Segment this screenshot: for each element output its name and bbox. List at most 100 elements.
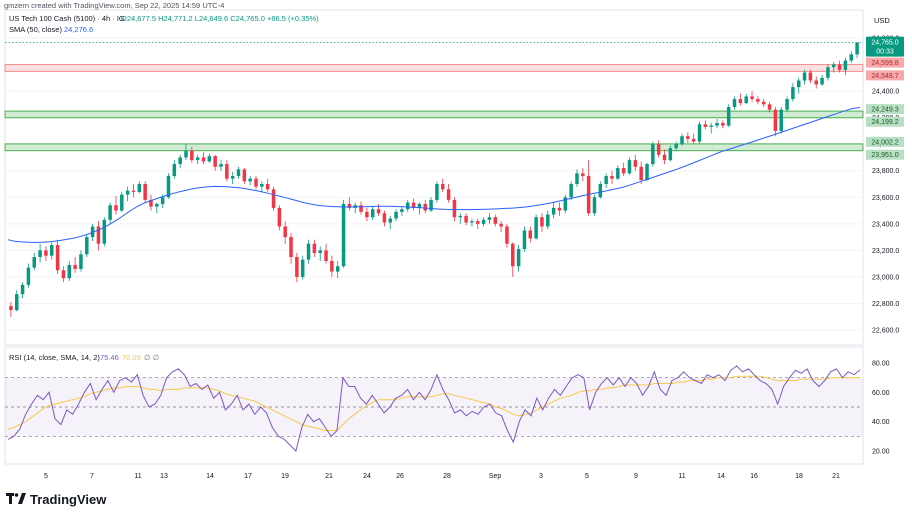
candle [230, 172, 235, 184]
candle [79, 250, 83, 272]
date-tick-label: 7 [90, 473, 94, 480]
candle [248, 176, 252, 186]
candle [365, 207, 369, 222]
zone-price-tag: 24,249.3 [871, 107, 898, 114]
candle [9, 302, 13, 317]
date-tick-label: 14 [206, 473, 214, 480]
candle [429, 197, 433, 212]
candle [38, 243, 42, 263]
currency-label[interactable]: USD [874, 16, 890, 25]
candle [814, 76, 818, 89]
candle [732, 96, 737, 110]
candle [820, 75, 824, 86]
created-by-text: gmzern created with TradingView.com, Sep… [4, 1, 225, 10]
candle [213, 154, 217, 171]
candle [61, 266, 66, 283]
candle [277, 205, 282, 231]
candle [837, 60, 842, 73]
candle [534, 214, 538, 240]
zone-price-tag-bg [866, 116, 904, 127]
candle [318, 246, 322, 261]
candle [464, 213, 468, 226]
rsi-axis[interactable]: 80.00 60.00 40.00 20.00 [872, 361, 890, 456]
candle [388, 215, 392, 230]
price-zone [4, 143, 864, 152]
candle [779, 107, 783, 134]
date-tick-label: 17 [244, 473, 252, 480]
candle [324, 243, 328, 264]
candle [15, 290, 19, 312]
candle [242, 168, 247, 184]
candle [370, 206, 375, 220]
candle [796, 77, 801, 94]
candle [785, 96, 789, 113]
tradingview-logo-icon [6, 492, 26, 507]
candle [458, 213, 463, 224]
rsi-legend-value: 75.46 [100, 353, 119, 362]
candle [446, 184, 451, 203]
date-tick-label: 11 [678, 473, 685, 480]
candle [271, 186, 276, 211]
candle [85, 234, 89, 257]
candle [645, 162, 649, 182]
candle [125, 186, 130, 202]
symbol-title[interactable]: US Tech 100 Cash (5100) · 4h · IG [9, 14, 125, 23]
candle [131, 184, 136, 198]
candle [802, 69, 807, 85]
ohlc-values: O24,677.5 H24,771.2 L24,649.6 C24,765.0 … [121, 14, 319, 23]
zone-price-tag: 24,002.2 [871, 139, 898, 146]
rsi-legend-label[interactable]: RSI (14, close, SMA, 14, 2) [9, 353, 100, 362]
sma-legend-label[interactable]: SMA (50, close) [9, 25, 62, 34]
candle [499, 221, 503, 232]
candle [511, 242, 515, 277]
candle [569, 181, 573, 200]
rsi-tick-label: 40.00 [872, 419, 890, 426]
candle [411, 198, 416, 211]
candle [680, 133, 684, 146]
date-tick-label: 9 [634, 473, 638, 480]
candle [108, 202, 112, 224]
date-tick-label: 13 [160, 473, 168, 480]
candle [341, 199, 346, 268]
candle [55, 239, 60, 275]
candle [849, 51, 853, 64]
candle [808, 69, 813, 84]
rsi-ma-line [7, 375, 861, 431]
candle [335, 260, 340, 279]
candle [400, 206, 404, 216]
zone-price-tag-bg [866, 136, 904, 147]
candle [826, 64, 830, 81]
date-tick-label: 21 [325, 473, 333, 480]
tradingview-logo[interactable]: TradingView [6, 492, 106, 507]
candle [312, 239, 317, 257]
time-axis[interactable]: 5 7 11 13 14 17 19 21 24 26 28 Sep 3 5 9 11 14 16 18 21 [44, 473, 840, 480]
chart-svg[interactable]: 24,800.024,600.024,400.024,200.024,000.0… [0, 0, 912, 492]
rsi-bands [5, 377, 863, 437]
price-tick-label: 23,800.0 [872, 168, 899, 175]
candle [347, 197, 352, 211]
rsi-tick-label: 80.00 [872, 361, 890, 368]
sma-legend-value: 24,276.6 [64, 25, 93, 34]
candle [639, 161, 643, 184]
grid-lines [5, 37, 863, 331]
candle [831, 61, 836, 73]
candle [143, 181, 147, 203]
rsi-extra-values: ∅ ∅ [144, 353, 160, 362]
candle [44, 246, 48, 261]
candle [102, 217, 107, 247]
price-tick-label: 23,600.0 [872, 195, 899, 202]
date-tick-label: 18 [795, 473, 803, 480]
candle [435, 181, 439, 203]
candle [50, 242, 54, 260]
price-pane[interactable] [4, 9, 864, 346]
candle [505, 223, 509, 248]
price-tick-label: 24,400.0 [872, 89, 899, 96]
candle [394, 209, 398, 222]
candle [225, 160, 229, 182]
candle [563, 194, 568, 214]
price-tick-label: 23,400.0 [872, 221, 899, 228]
candle [604, 173, 608, 188]
date-tick-label: Sep [489, 473, 502, 480]
candle [546, 210, 550, 230]
candle [67, 260, 72, 281]
